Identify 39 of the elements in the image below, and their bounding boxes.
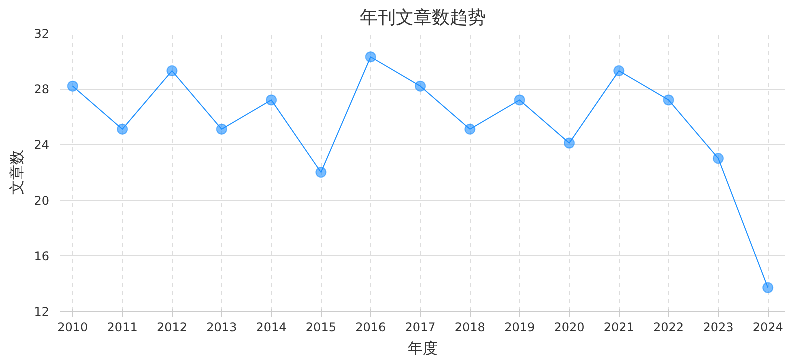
y-tick-label: 20 <box>34 194 50 208</box>
point <box>712 153 724 164</box>
point <box>67 80 78 92</box>
x-tick-label: 2020 <box>554 320 585 334</box>
point <box>762 282 774 294</box>
x-tick-label: 2015 <box>306 320 336 334</box>
point <box>415 80 426 92</box>
point <box>365 52 376 63</box>
point <box>464 124 476 135</box>
y-tick-label: 32 <box>34 27 50 41</box>
y-tick-label: 28 <box>34 82 50 97</box>
point <box>117 124 128 135</box>
point <box>514 94 526 106</box>
point <box>316 167 327 178</box>
point <box>564 138 575 149</box>
x-tick-label: 2013 <box>206 320 238 334</box>
point <box>166 66 178 77</box>
x-tick-label: 2024 <box>752 320 784 334</box>
point <box>614 66 625 77</box>
chart-title: 年刊文章数趋势 <box>360 8 486 28</box>
x-tick-label: 2010 <box>58 320 88 334</box>
x-axis-title: 年度 <box>408 340 438 358</box>
y-axis-title: 文章数 <box>8 150 26 195</box>
y-tick-label: 16 <box>34 249 50 264</box>
x-tick-label: 2011 <box>107 320 138 334</box>
x-tick-label: 2012 <box>156 320 188 334</box>
point <box>663 94 674 106</box>
y-tick-label: 12 <box>34 305 50 319</box>
x-tick-label: 2021 <box>604 320 634 334</box>
x-tick-label: 2023 <box>703 320 734 334</box>
x-tick-label: 2017 <box>405 320 436 334</box>
x-tick-label: 2018 <box>454 320 486 334</box>
x-tick-label: 2016 <box>356 320 386 334</box>
y-tick-label: 24 <box>34 138 50 152</box>
x-tick-label: 2022 <box>654 320 684 334</box>
point <box>216 124 228 135</box>
x-tick-label: 2014 <box>256 320 287 334</box>
point <box>266 94 278 106</box>
x-tick-label: 2019 <box>504 320 536 334</box>
